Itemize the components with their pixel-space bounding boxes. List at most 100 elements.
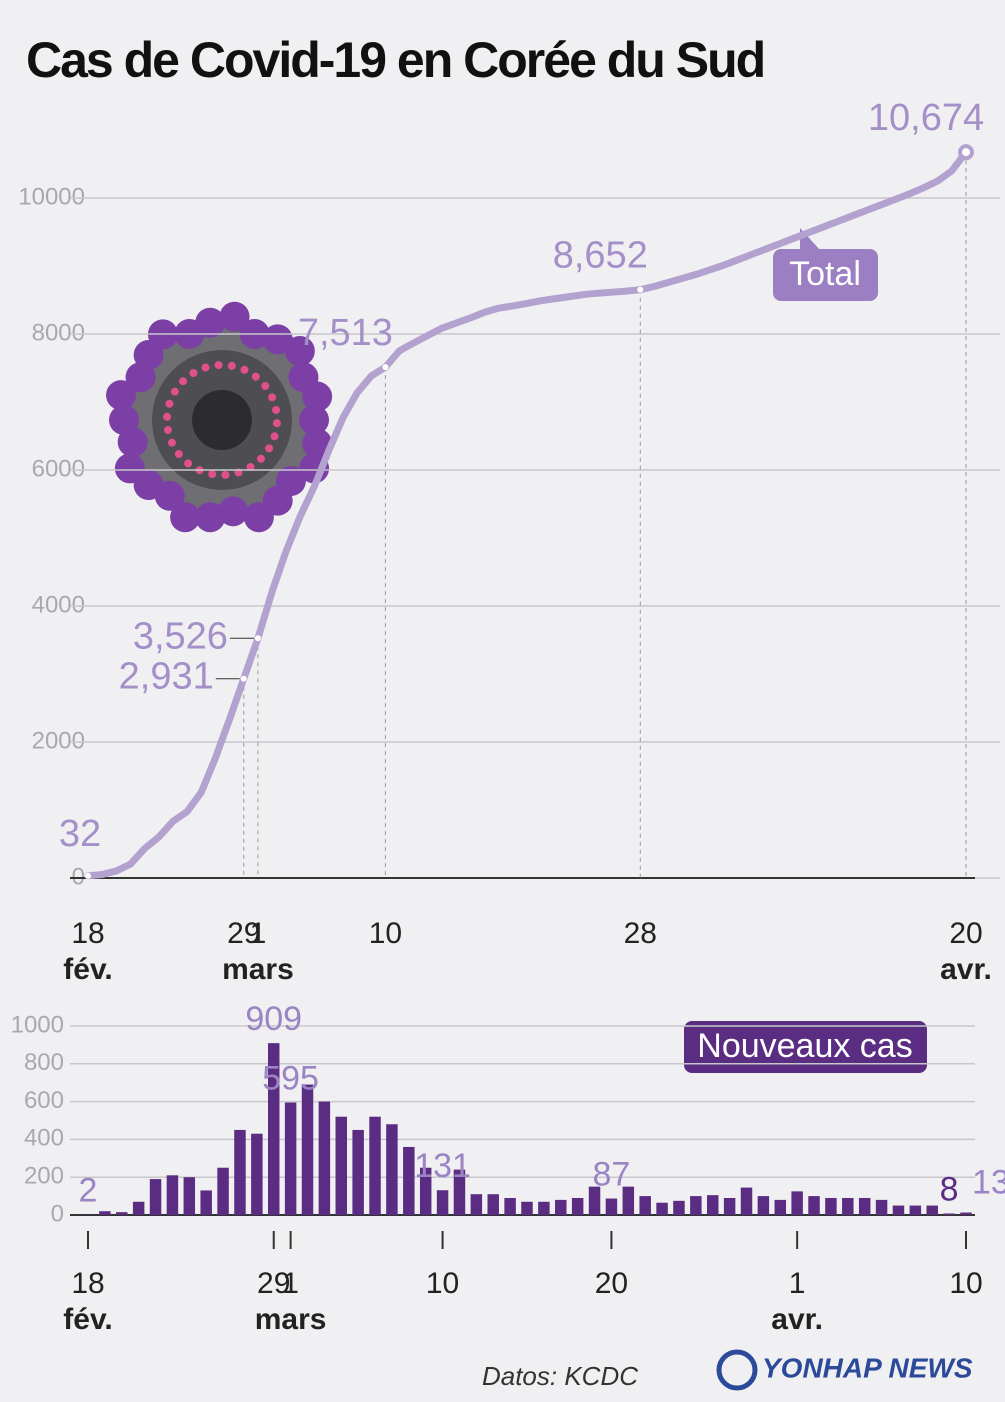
data-label: 3,526 (133, 615, 228, 657)
data-label: 8,652 (553, 235, 648, 277)
bar (723, 1197, 736, 1215)
spike-tip (265, 444, 274, 453)
data-label: 131 (414, 1147, 471, 1185)
bar (639, 1196, 651, 1215)
bar (842, 1197, 854, 1215)
bar (200, 1190, 212, 1215)
spike-tip (179, 377, 188, 386)
y-tick-label: 0 (72, 863, 85, 890)
data-label: 32 (59, 813, 101, 855)
x-tick-label: 18 fév. (63, 917, 112, 986)
spike (114, 453, 145, 484)
spike-tip (174, 450, 183, 459)
data-label: 13 (972, 1164, 1005, 1202)
bar (267, 1043, 280, 1215)
spike-tip (272, 419, 281, 428)
spike (284, 336, 315, 367)
data-label: 10,674 (868, 97, 984, 139)
bar (521, 1201, 533, 1215)
data-label: 8 (940, 1170, 959, 1208)
point (382, 364, 389, 371)
spike-tip (201, 363, 210, 372)
bar (892, 1205, 905, 1215)
spike (106, 380, 137, 411)
y-tick-label: 6000 (32, 455, 85, 482)
bar (538, 1201, 550, 1215)
x-tick-label: 29 (227, 917, 260, 950)
x-tick-label: 1 mars (222, 917, 294, 986)
bar (858, 1197, 871, 1215)
y-tick-label: 1000 (11, 1011, 64, 1038)
point (85, 872, 91, 879)
y-tick-label: 200 (24, 1163, 64, 1190)
spike-tip (221, 470, 230, 479)
bar (875, 1199, 888, 1215)
bar (369, 1116, 381, 1215)
spike-tip (227, 361, 236, 370)
bar (301, 1084, 314, 1215)
bar (909, 1205, 922, 1215)
bar (419, 1167, 432, 1215)
bar (352, 1129, 364, 1215)
bar (234, 1129, 246, 1215)
bar (403, 1146, 415, 1215)
x-tick-label: 29 (257, 1267, 290, 1300)
y-tick-label: 400 (24, 1125, 64, 1152)
spike-tip (268, 393, 277, 402)
spike-tip (214, 361, 223, 370)
credit: YONHAP NEWS (762, 1352, 973, 1383)
legend-new-cases: Nouveaux cas (684, 1021, 927, 1073)
spike (218, 496, 249, 527)
bar (470, 1194, 483, 1215)
total-line (84, 148, 970, 880)
bar (740, 1187, 753, 1215)
spike-tip (261, 381, 270, 390)
bar (808, 1196, 820, 1215)
bar (605, 1198, 618, 1215)
chart-title: Cas de Covid-19 en Corée du Sud (26, 32, 764, 88)
bar (217, 1167, 229, 1215)
spike-tip (246, 463, 255, 472)
spike (302, 381, 333, 412)
data-label: 2 (79, 1172, 98, 1210)
spike-tip (208, 470, 217, 479)
data-label: 7,513 (298, 312, 393, 354)
bar (706, 1195, 719, 1215)
bar (791, 1191, 803, 1215)
bar (487, 1194, 499, 1215)
bar (825, 1197, 837, 1215)
spike (262, 324, 293, 355)
bar (99, 1211, 111, 1215)
data-label: 87 (593, 1156, 631, 1194)
bar (335, 1116, 348, 1215)
point (637, 286, 644, 293)
bar (284, 1102, 297, 1215)
spike (109, 405, 139, 435)
spike (170, 502, 201, 533)
bar (436, 1190, 449, 1215)
spike-tip (256, 454, 265, 463)
x-tick-label: 10 (426, 1267, 459, 1300)
legend-label: Total (789, 255, 861, 293)
bar (926, 1205, 938, 1215)
bar (386, 1124, 398, 1215)
spike (219, 301, 250, 332)
bar (504, 1197, 516, 1215)
spike-tip (170, 387, 179, 396)
spike-tip (270, 432, 279, 441)
bar (571, 1197, 584, 1215)
y-tick-label: 8000 (32, 319, 85, 346)
x-tick-label: 20 avr. (940, 917, 992, 986)
bar (588, 1186, 601, 1215)
bar (116, 1212, 128, 1215)
bar (183, 1177, 196, 1215)
x-tick-label: 10 (369, 917, 402, 950)
plots: 0200040006000800010000322,9313,5267,5138… (11, 97, 1005, 1336)
source: Datos: KCDC (482, 1361, 638, 1391)
bar (690, 1196, 702, 1215)
x-tick-label: 1 mars (255, 1267, 327, 1336)
y-tick-label: 800 (24, 1049, 64, 1076)
spike-tip (189, 368, 198, 377)
bar (453, 1169, 466, 1215)
